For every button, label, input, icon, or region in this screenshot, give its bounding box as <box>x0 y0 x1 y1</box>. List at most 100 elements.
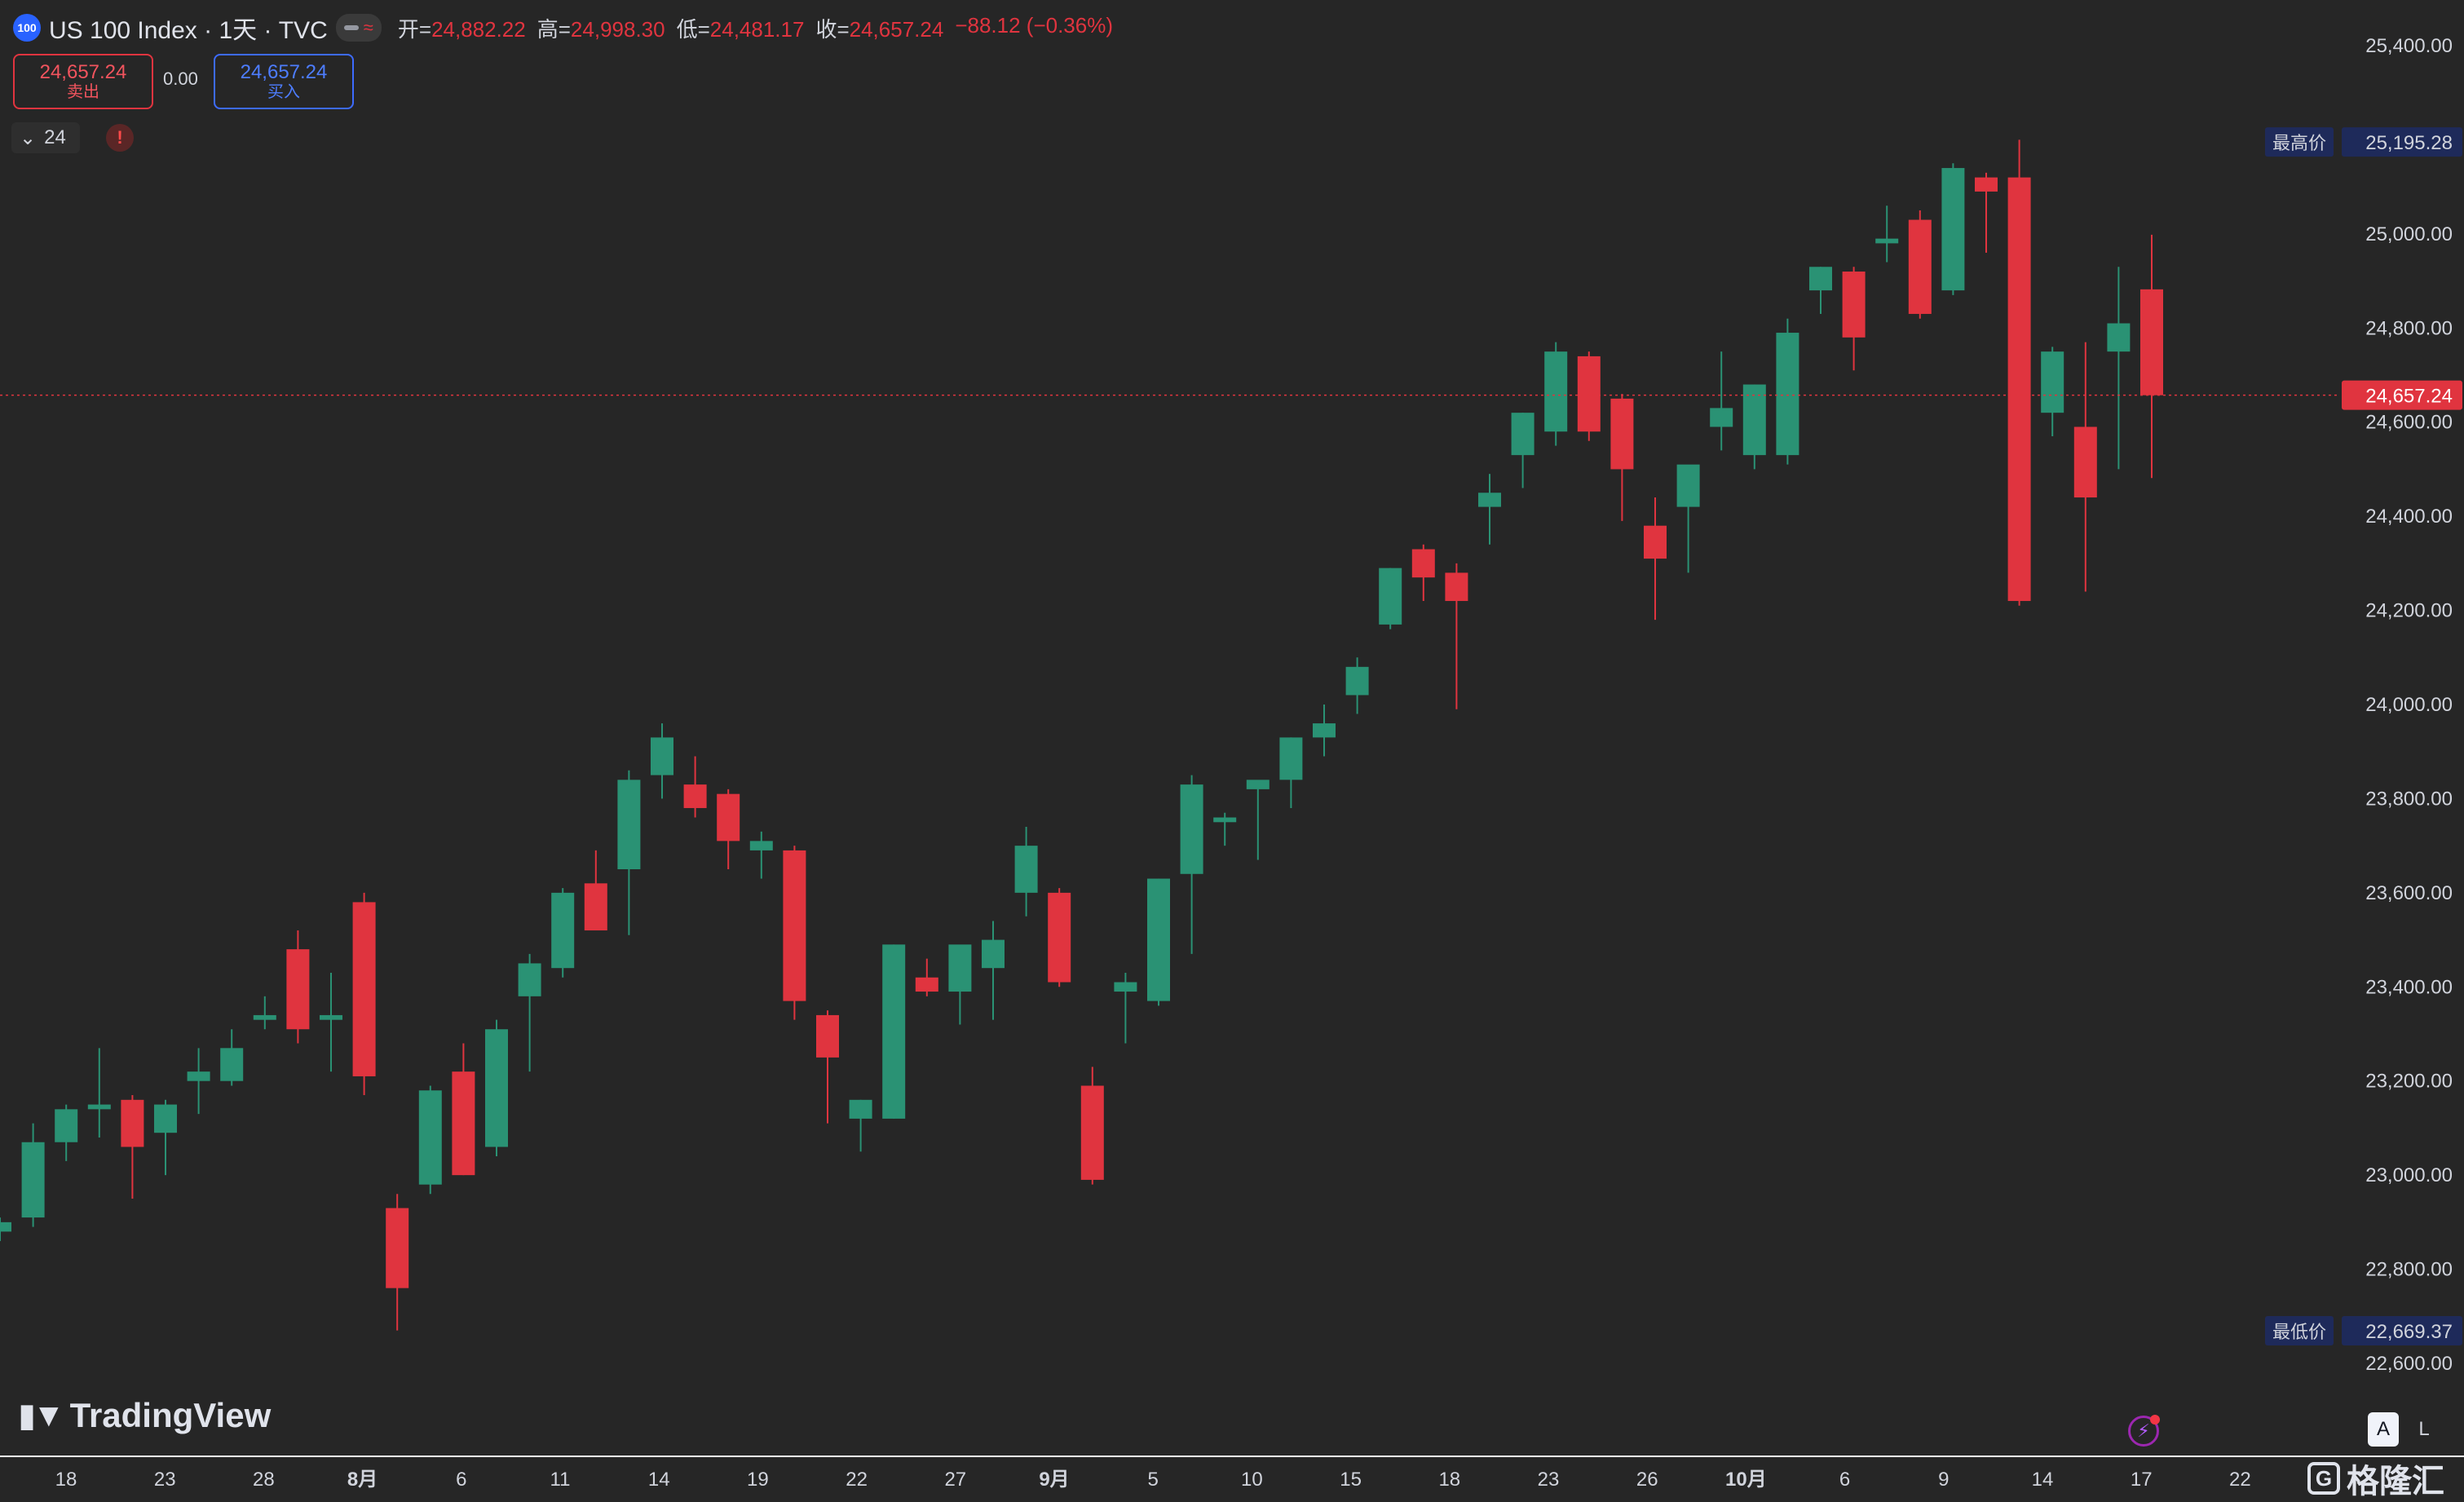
buy-button[interactable]: 24,657.24 买入 <box>214 54 354 109</box>
candle[interactable] <box>1246 780 1270 860</box>
candle[interactable] <box>683 756 707 818</box>
svg-text:24,657.24: 24,657.24 <box>2365 386 2453 408</box>
tradingview-logo[interactable]: ▮▼ TradingView <box>18 1396 271 1435</box>
candle[interactable] <box>55 1104 78 1161</box>
candle[interactable] <box>1313 705 1336 757</box>
candle[interactable] <box>1213 812 1237 846</box>
x-tick-label: 14 <box>2032 1469 2054 1491</box>
candle[interactable] <box>1908 210 1932 319</box>
candle[interactable] <box>816 1010 839 1124</box>
candle[interactable] <box>915 958 938 996</box>
indicators-collapse-button[interactable]: ⌄ 24 <box>11 122 80 153</box>
tv-logo-icon: ▮▼ <box>18 1398 65 1434</box>
candle[interactable] <box>253 996 276 1030</box>
candle[interactable] <box>551 888 575 978</box>
x-tick-label: 22 <box>846 1469 868 1491</box>
candle[interactable] <box>1080 1067 1104 1185</box>
candle[interactable] <box>21 1123 45 1227</box>
candle[interactable] <box>187 1048 210 1115</box>
candle[interactable] <box>386 1194 409 1331</box>
y-tick-label: 24,400.00 <box>2365 506 2453 528</box>
x-tick-label: 23 <box>154 1469 176 1491</box>
candle[interactable] <box>1809 267 1832 314</box>
candle[interactable] <box>1742 384 1766 470</box>
candle[interactable] <box>1411 544 1435 602</box>
candle[interactable] <box>2041 347 2064 437</box>
candle[interactable] <box>286 930 310 1044</box>
candle-body <box>982 939 1005 969</box>
candle[interactable] <box>121 1095 144 1199</box>
candle-body <box>1345 666 1369 696</box>
candle-body <box>1080 1085 1104 1180</box>
candle-body <box>1941 168 1965 291</box>
candle[interactable] <box>1544 342 1568 446</box>
symbol-title[interactable]: US 100 Index · 1天 · TVC <box>49 17 328 44</box>
candle[interactable] <box>617 770 641 935</box>
auto-scale-button[interactable]: A <box>2368 1412 2399 1447</box>
candle[interactable] <box>651 723 673 799</box>
candle[interactable] <box>1180 775 1203 954</box>
candle-body <box>2007 177 2031 602</box>
buy-price: 24,657.24 <box>240 60 328 83</box>
candle[interactable] <box>418 1085 442 1195</box>
candle[interactable] <box>1676 464 1700 573</box>
candle-body <box>1279 737 1303 780</box>
candle[interactable] <box>1842 267 1866 371</box>
candle[interactable] <box>2107 267 2131 470</box>
candle[interactable] <box>1379 568 1402 630</box>
warning-icon[interactable]: ! <box>106 124 134 152</box>
candle[interactable] <box>849 1099 872 1152</box>
lightning-icon[interactable]: ⚡ <box>2128 1415 2160 1447</box>
candle[interactable] <box>2073 342 2097 592</box>
candle[interactable] <box>518 953 541 1072</box>
svg-text:25,195.28: 25,195.28 <box>2365 132 2453 154</box>
candle[interactable] <box>1644 497 1667 621</box>
candle[interactable] <box>948 944 972 1025</box>
candle[interactable] <box>1114 972 1137 1044</box>
candle[interactable] <box>1014 827 1038 917</box>
candle[interactable] <box>320 972 342 1072</box>
candle[interactable] <box>882 944 906 1119</box>
candle[interactable] <box>220 1029 244 1086</box>
candle[interactable] <box>0 1217 11 1241</box>
candle[interactable] <box>1776 318 1799 465</box>
candle[interactable] <box>1941 163 1965 295</box>
candle[interactable] <box>1478 474 1501 545</box>
candle[interactable] <box>1445 563 1468 709</box>
x-tick-label: 5 <box>1148 1469 1159 1491</box>
visibility-toggle[interactable]: ≈ <box>335 14 382 42</box>
x-tick-label: 8月 <box>347 1469 378 1491</box>
candle-body <box>651 737 673 775</box>
candle[interactable] <box>1710 351 1733 451</box>
candle[interactable] <box>452 1043 475 1176</box>
candle[interactable] <box>783 846 806 1020</box>
candle[interactable] <box>1875 205 1899 263</box>
candle[interactable] <box>2140 234 2163 479</box>
candle[interactable] <box>749 831 773 879</box>
sell-button[interactable]: 24,657.24 卖出 <box>13 54 153 109</box>
candle[interactable] <box>1345 657 1369 714</box>
candle[interactable] <box>1279 737 1303 808</box>
candle[interactable] <box>1610 394 1634 521</box>
watermark-logo-icon: G <box>2307 1462 2340 1495</box>
candle[interactable] <box>1577 351 1601 441</box>
candle[interactable] <box>717 789 740 869</box>
candle[interactable] <box>1511 413 1534 488</box>
candle[interactable] <box>584 850 607 931</box>
candle-body <box>2041 351 2064 413</box>
candle[interactable] <box>2007 139 2031 606</box>
candle[interactable] <box>982 921 1005 1020</box>
candle[interactable] <box>1048 888 1071 987</box>
candle[interactable] <box>1975 172 1998 253</box>
candle[interactable] <box>154 1099 177 1176</box>
candle[interactable] <box>485 1019 508 1157</box>
candle-body <box>121 1099 144 1147</box>
candle[interactable] <box>1147 878 1170 1006</box>
candle-body <box>948 944 972 992</box>
candle[interactable] <box>87 1048 111 1138</box>
candle[interactable] <box>352 892 376 1096</box>
log-scale-button[interactable]: L <box>2418 1418 2430 1440</box>
low-value: 24,481.17 <box>709 16 805 42</box>
y-tick-label: 24,800.00 <box>2365 317 2453 339</box>
